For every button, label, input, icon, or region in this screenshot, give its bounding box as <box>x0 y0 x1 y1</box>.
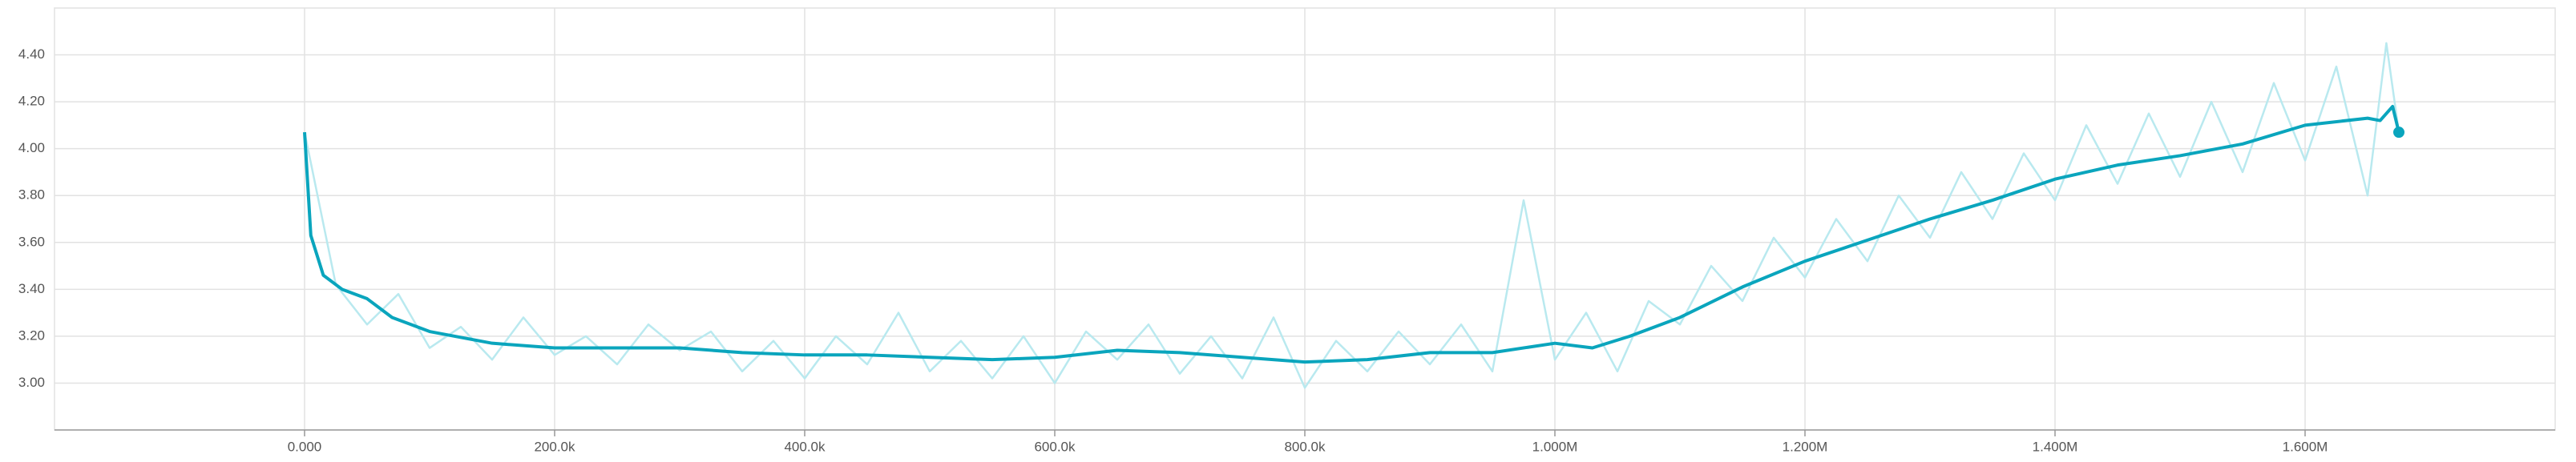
x-tick-label: 200.0k <box>534 439 575 454</box>
x-tick-label: 600.0k <box>1034 439 1076 454</box>
y-tick-label: 3.00 <box>18 375 45 390</box>
data-line <box>303 42 2400 389</box>
data-line <box>303 104 2400 364</box>
x-tick-label: 1.200M <box>1783 439 1828 454</box>
x-tick-label: 400.0k <box>784 439 826 454</box>
x-tick-label: 800.0k <box>1284 439 1326 454</box>
x-tick-label: 1.000M <box>1532 439 1578 454</box>
end-point <box>2393 127 2404 139</box>
x-tick-label: 0.000 <box>288 439 322 454</box>
x-tick-label: 1.600M <box>2283 439 2328 454</box>
y-tick-label: 4.40 <box>18 46 45 62</box>
y-tick-label: 3.20 <box>18 327 45 343</box>
x-tick-label: 1.400M <box>2033 439 2078 454</box>
y-tick-label: 3.80 <box>18 187 45 203</box>
y-tick-label: 3.60 <box>18 234 45 249</box>
y-tick-label: 4.20 <box>18 94 45 109</box>
y-tick-label: 4.00 <box>18 140 45 155</box>
y-tick-label: 3.40 <box>18 281 45 296</box>
